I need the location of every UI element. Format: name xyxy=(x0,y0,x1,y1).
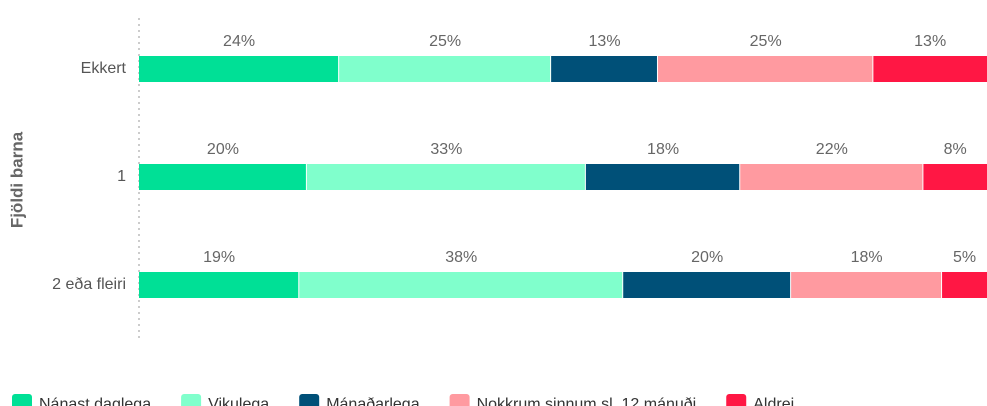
bar-segment xyxy=(740,164,923,190)
y-tick-label: 2 eða fleiri xyxy=(52,276,126,293)
data-label: 24% xyxy=(223,33,255,50)
data-label: 20% xyxy=(691,249,723,266)
data-label: 19% xyxy=(203,249,235,266)
y-axis-label: Fjöldi barna xyxy=(7,131,26,228)
bar-segment xyxy=(139,272,299,298)
y-tick-label: Ekkert xyxy=(81,60,127,77)
bar-segment xyxy=(139,164,306,190)
data-label: 13% xyxy=(589,33,621,50)
legend-swatch xyxy=(299,394,320,406)
legend-label: Nokkrum sinnum sl. 12 mánuði xyxy=(477,396,697,406)
y-tick-label: 1 xyxy=(117,168,126,185)
bar-segment xyxy=(299,272,623,298)
bar-segment xyxy=(873,56,987,82)
bar-segment xyxy=(306,164,585,190)
legend-label: Mánaðarlega xyxy=(326,396,420,406)
legend-swatch xyxy=(449,394,470,406)
data-label: 5% xyxy=(953,249,976,266)
bar-segment xyxy=(339,56,551,82)
data-label: 18% xyxy=(851,249,883,266)
legend-label: Vikulega xyxy=(208,396,269,406)
bar-segment xyxy=(585,164,740,190)
bar-segment xyxy=(623,272,791,298)
bar-segment xyxy=(139,56,339,82)
data-label: 22% xyxy=(816,141,848,158)
bar-segment xyxy=(657,56,873,82)
bar-segment xyxy=(923,164,987,190)
data-label: 33% xyxy=(430,141,462,158)
bar-segment xyxy=(791,272,942,298)
legend-swatch xyxy=(726,394,747,406)
data-label: 25% xyxy=(429,33,461,50)
data-label: 38% xyxy=(445,249,477,266)
data-label: 13% xyxy=(914,33,946,50)
legend-swatch xyxy=(181,394,202,406)
data-label: 20% xyxy=(207,141,239,158)
legend-label: Nánast daglega xyxy=(39,396,151,406)
legend-swatch xyxy=(12,394,32,406)
data-label: 8% xyxy=(944,141,967,158)
legend-label: Aldrei xyxy=(753,396,794,406)
bar-segment xyxy=(551,56,657,82)
data-label: 25% xyxy=(750,33,782,50)
data-label: 18% xyxy=(647,141,679,158)
bar-segment xyxy=(942,272,987,298)
